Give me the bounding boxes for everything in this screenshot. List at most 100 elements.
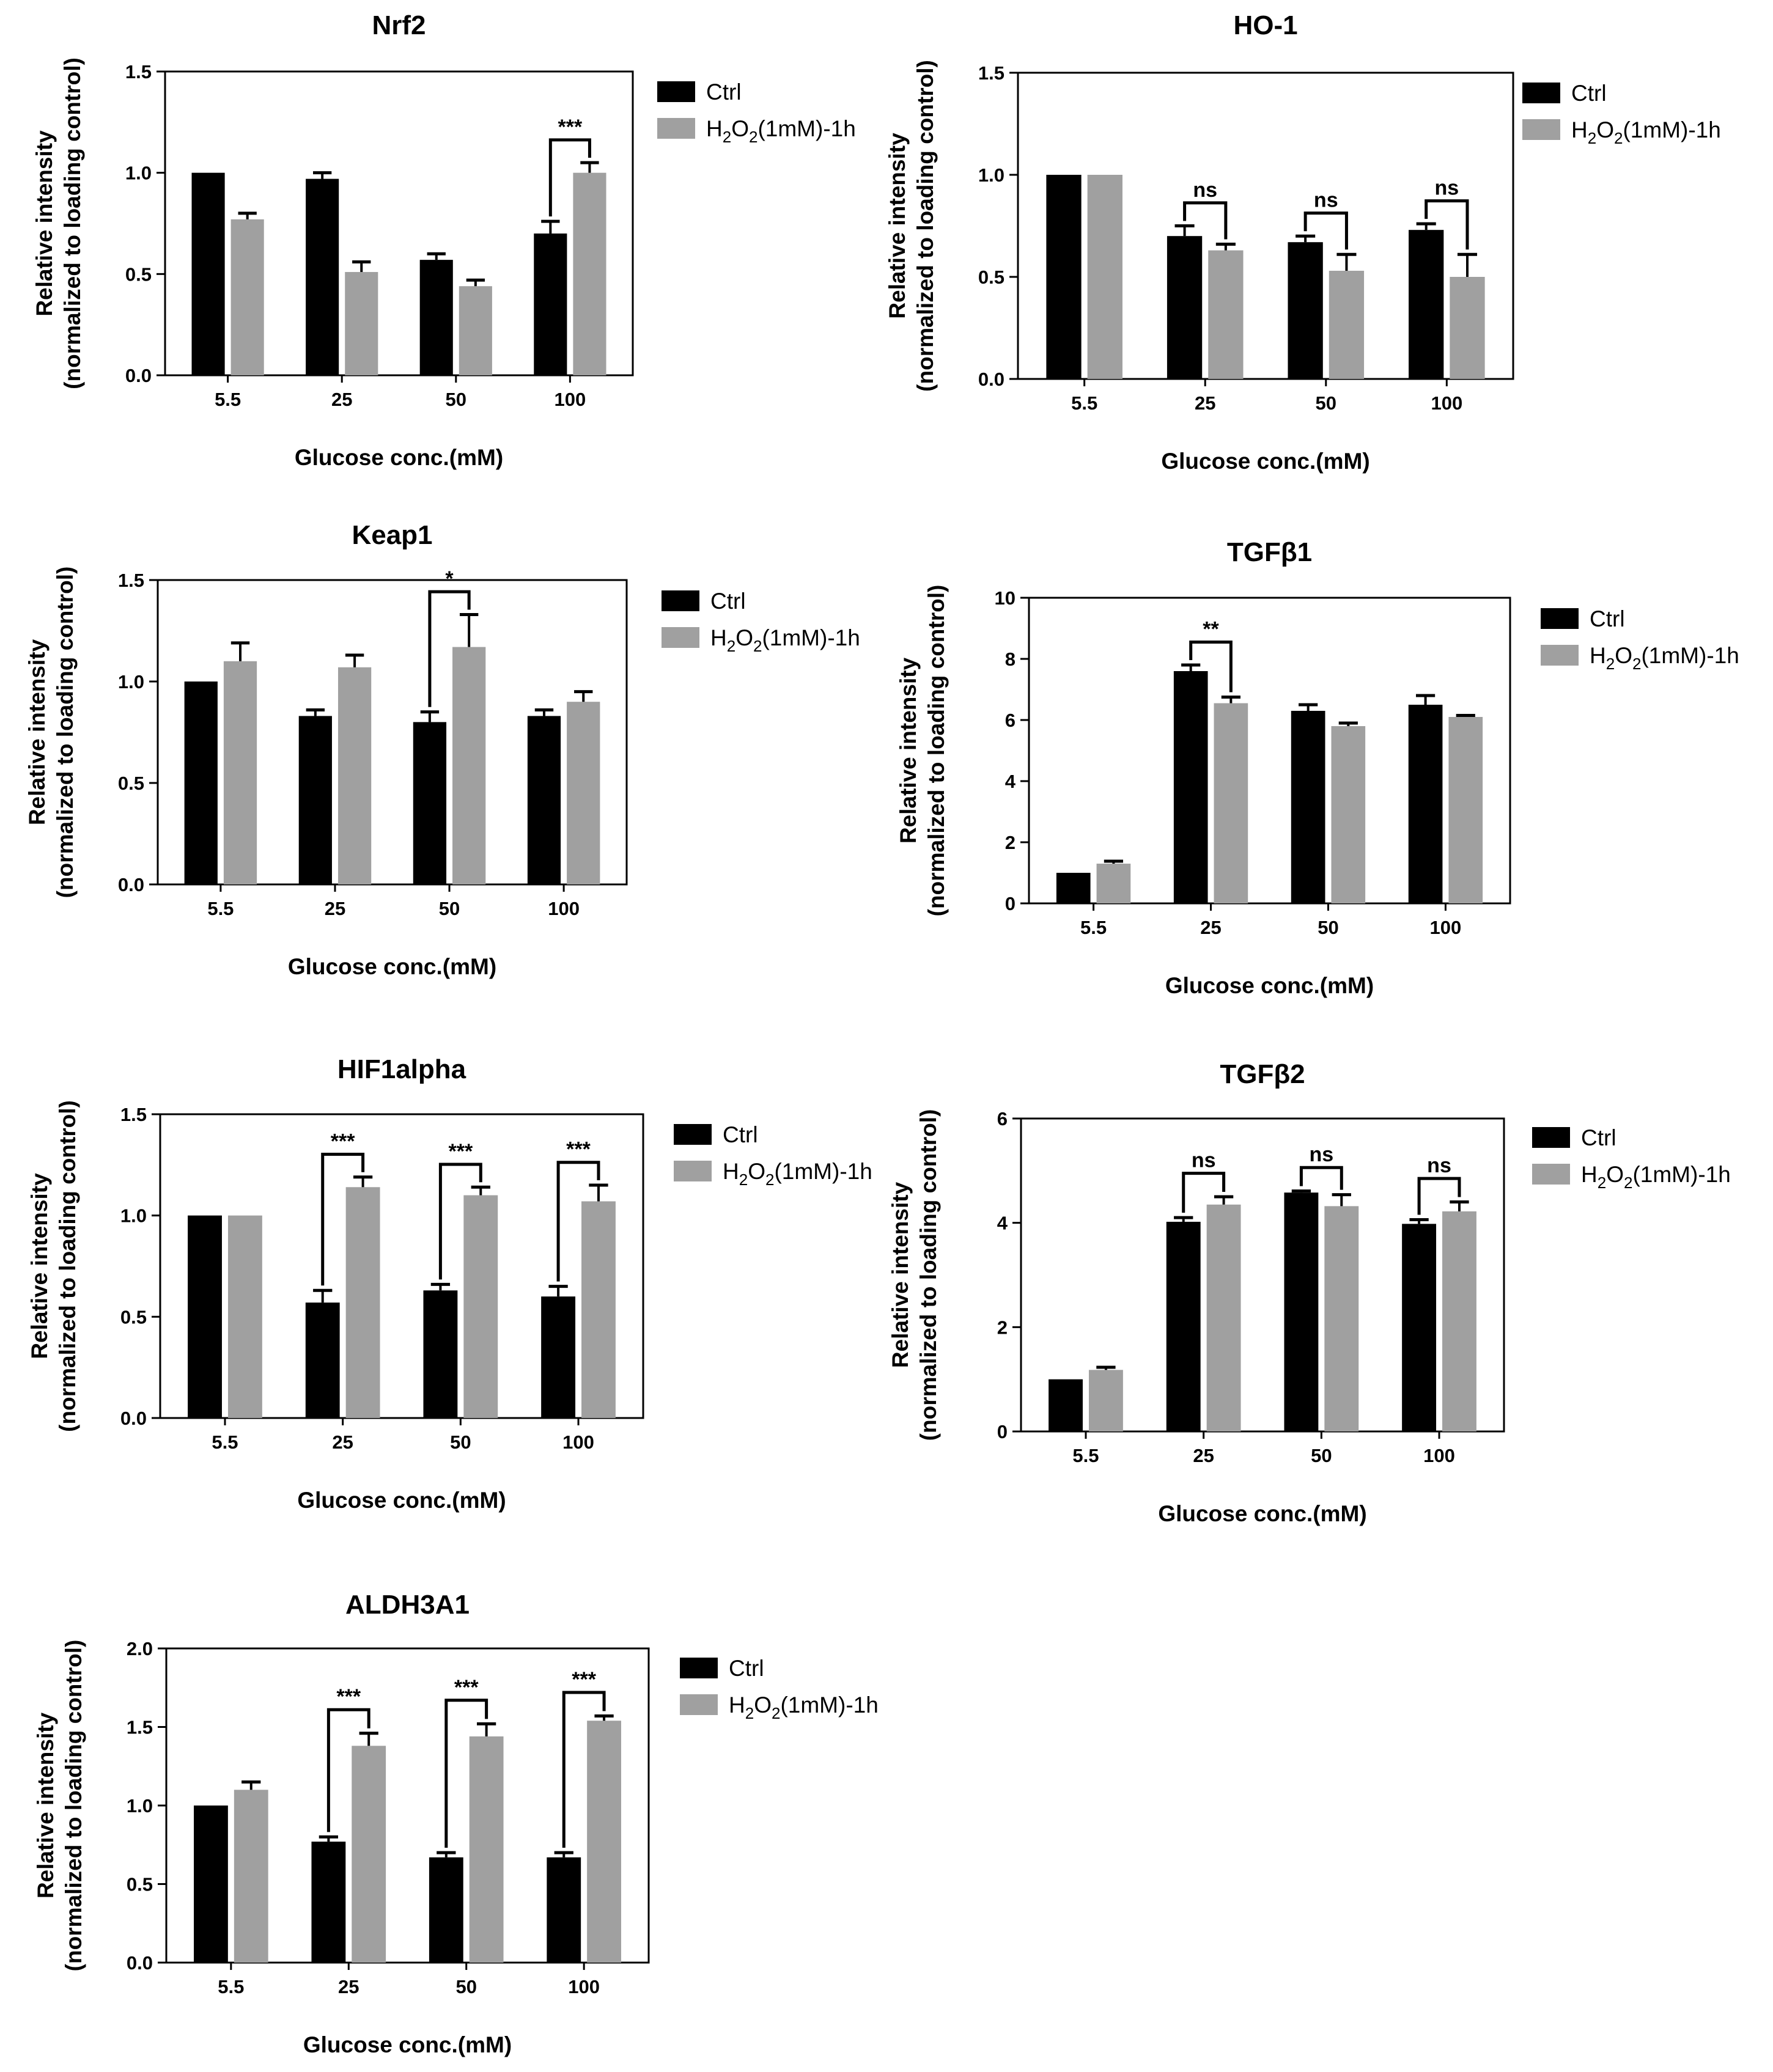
bar-h2o2 [587,1721,621,1963]
y-tick-label: 1.0 [125,163,152,184]
legend-label-ctrl: Ctrl [729,1656,764,1681]
legend-label-part: H [710,625,727,650]
bar-ctrl [194,1806,228,1963]
significance-label: *** [448,1140,473,1163]
legend-label-part: H [723,1159,739,1184]
bar-h2o2 [352,1746,386,1963]
y-tick-label: 1.5 [120,1104,147,1125]
x-tick-label: 25 [1193,1445,1214,1466]
significance-label: ns [1427,1154,1451,1177]
bar-ctrl [1046,175,1082,379]
x-tick-label: 25 [1195,392,1215,414]
significance-bracket [326,1708,370,1832]
y-tick-label: 0.5 [978,266,1004,288]
chart-title: TGFβ1 [1227,537,1312,567]
bar-ctrl [547,1857,581,1963]
significance-bracket [562,1691,606,1848]
legend-swatch-h2o2 [680,1694,718,1715]
bar-ctrl [419,260,453,375]
significance-label: ** [1203,618,1219,641]
legend-label-part: (1mM)-1h [757,116,855,141]
bar-ctrl [1408,705,1443,903]
bar-ctrl [298,716,332,884]
legend-label-h2o2: H2O2(1mM)-1h [1590,643,1739,673]
y-tick-label: 2 [1005,832,1016,853]
bar-h2o2 [1096,864,1131,903]
chart-title: ALDH3A1 [345,1590,470,1620]
bar-ctrl [311,1842,346,1963]
x-tick-label: 25 [338,1976,359,1997]
y-tick-label: 0.5 [125,263,152,285]
legend-swatch-h2o2 [1541,645,1579,666]
legend-label-ctrl: Ctrl [1590,606,1625,631]
bar-h2o2 [469,1736,504,1963]
x-axis-title: Glucose conc.(mM) [1161,449,1369,474]
legend-swatch-ctrl [674,1124,712,1145]
chart-7: ALDH3A1 0.0 0.5 1.0 1.5 2.0 5.5 25 50 100 *** *** **… [33,1590,879,2057]
legend-label-part: H [1581,1162,1598,1187]
bar-h2o2 [1329,270,1365,379]
plot-frame [1017,72,1514,380]
legend-label-h2o2: H2O2(1mM)-1h [1571,117,1721,147]
x-tick-label: 25 [1200,917,1221,938]
bar-h2o2 [1450,277,1485,379]
y-tick-label: 1.0 [127,1795,153,1817]
x-tick-label: 100 [1423,1445,1455,1466]
legend-label-part: 2 [723,128,731,146]
bar-h2o2 [1442,1211,1476,1431]
legend-label-ctrl: Ctrl [1581,1125,1616,1150]
bar-ctrl [1409,230,1444,379]
legend-swatch-ctrl [662,590,699,611]
legend-label-part: 2 [745,1704,754,1722]
y-tick-label: 0 [1005,893,1016,914]
y-axis-title-line1: Relative intensity [885,133,910,319]
x-tick-label: 100 [568,1976,600,1997]
legend-label-part: O [1606,1162,1624,1187]
bar-h2o2 [567,702,600,884]
legend-swatch-h2o2 [662,627,699,648]
bar-ctrl [527,716,561,884]
x-tick-label: 5.5 [1080,917,1107,938]
x-tick-label: 100 [555,389,586,410]
x-tick-label: 50 [455,1976,476,1997]
bar-ctrl [1166,1221,1201,1431]
y-tick-label: 1.0 [120,1205,147,1227]
legend-swatch-ctrl [657,81,695,102]
y-tick-label: 0.0 [125,365,152,386]
bar-ctrl [1049,1379,1083,1431]
chart-title: Nrf2 [372,10,426,40]
x-axis-title: Glucose conc.(mM) [297,1488,506,1513]
y-axis-title-line1: Relative intensity [33,1712,58,1898]
legend-label-part: 2 [739,1170,748,1189]
bar-h2o2 [573,172,606,375]
legend-label-h2o2: H2O2(1mM)-1h [706,116,856,146]
legend-label-h2o2: H2O2(1mM)-1h [723,1159,872,1189]
legend-label-ctrl: Ctrl [706,79,742,105]
y-tick-label: 0.0 [978,369,1004,390]
significance-bracket [1189,641,1233,693]
bar-h2o2 [230,219,264,375]
significance-label: * [445,567,454,590]
x-tick-label: 50 [1311,1445,1332,1466]
bar-h2o2 [1208,250,1244,379]
y-tick-label: 0.5 [118,773,144,794]
plot-frame [157,579,628,886]
bar-h2o2 [227,1215,262,1418]
plot-frame [1020,1117,1505,1433]
x-tick-label: 5.5 [218,1976,244,1997]
legend-label-part: (1mM)-1h [1623,117,1720,142]
chart-title: Keap1 [352,520,432,550]
bar-h2o2 [337,667,372,884]
y-tick-label: 1.0 [978,164,1004,186]
legend-label-part: 2 [1624,1174,1632,1192]
legend-swatch-h2o2 [657,118,695,139]
y-tick-label: 10 [995,587,1016,609]
x-tick-label: 50 [446,389,466,410]
legend-label-ctrl: Ctrl [710,589,746,614]
bar-ctrl [1056,873,1091,903]
